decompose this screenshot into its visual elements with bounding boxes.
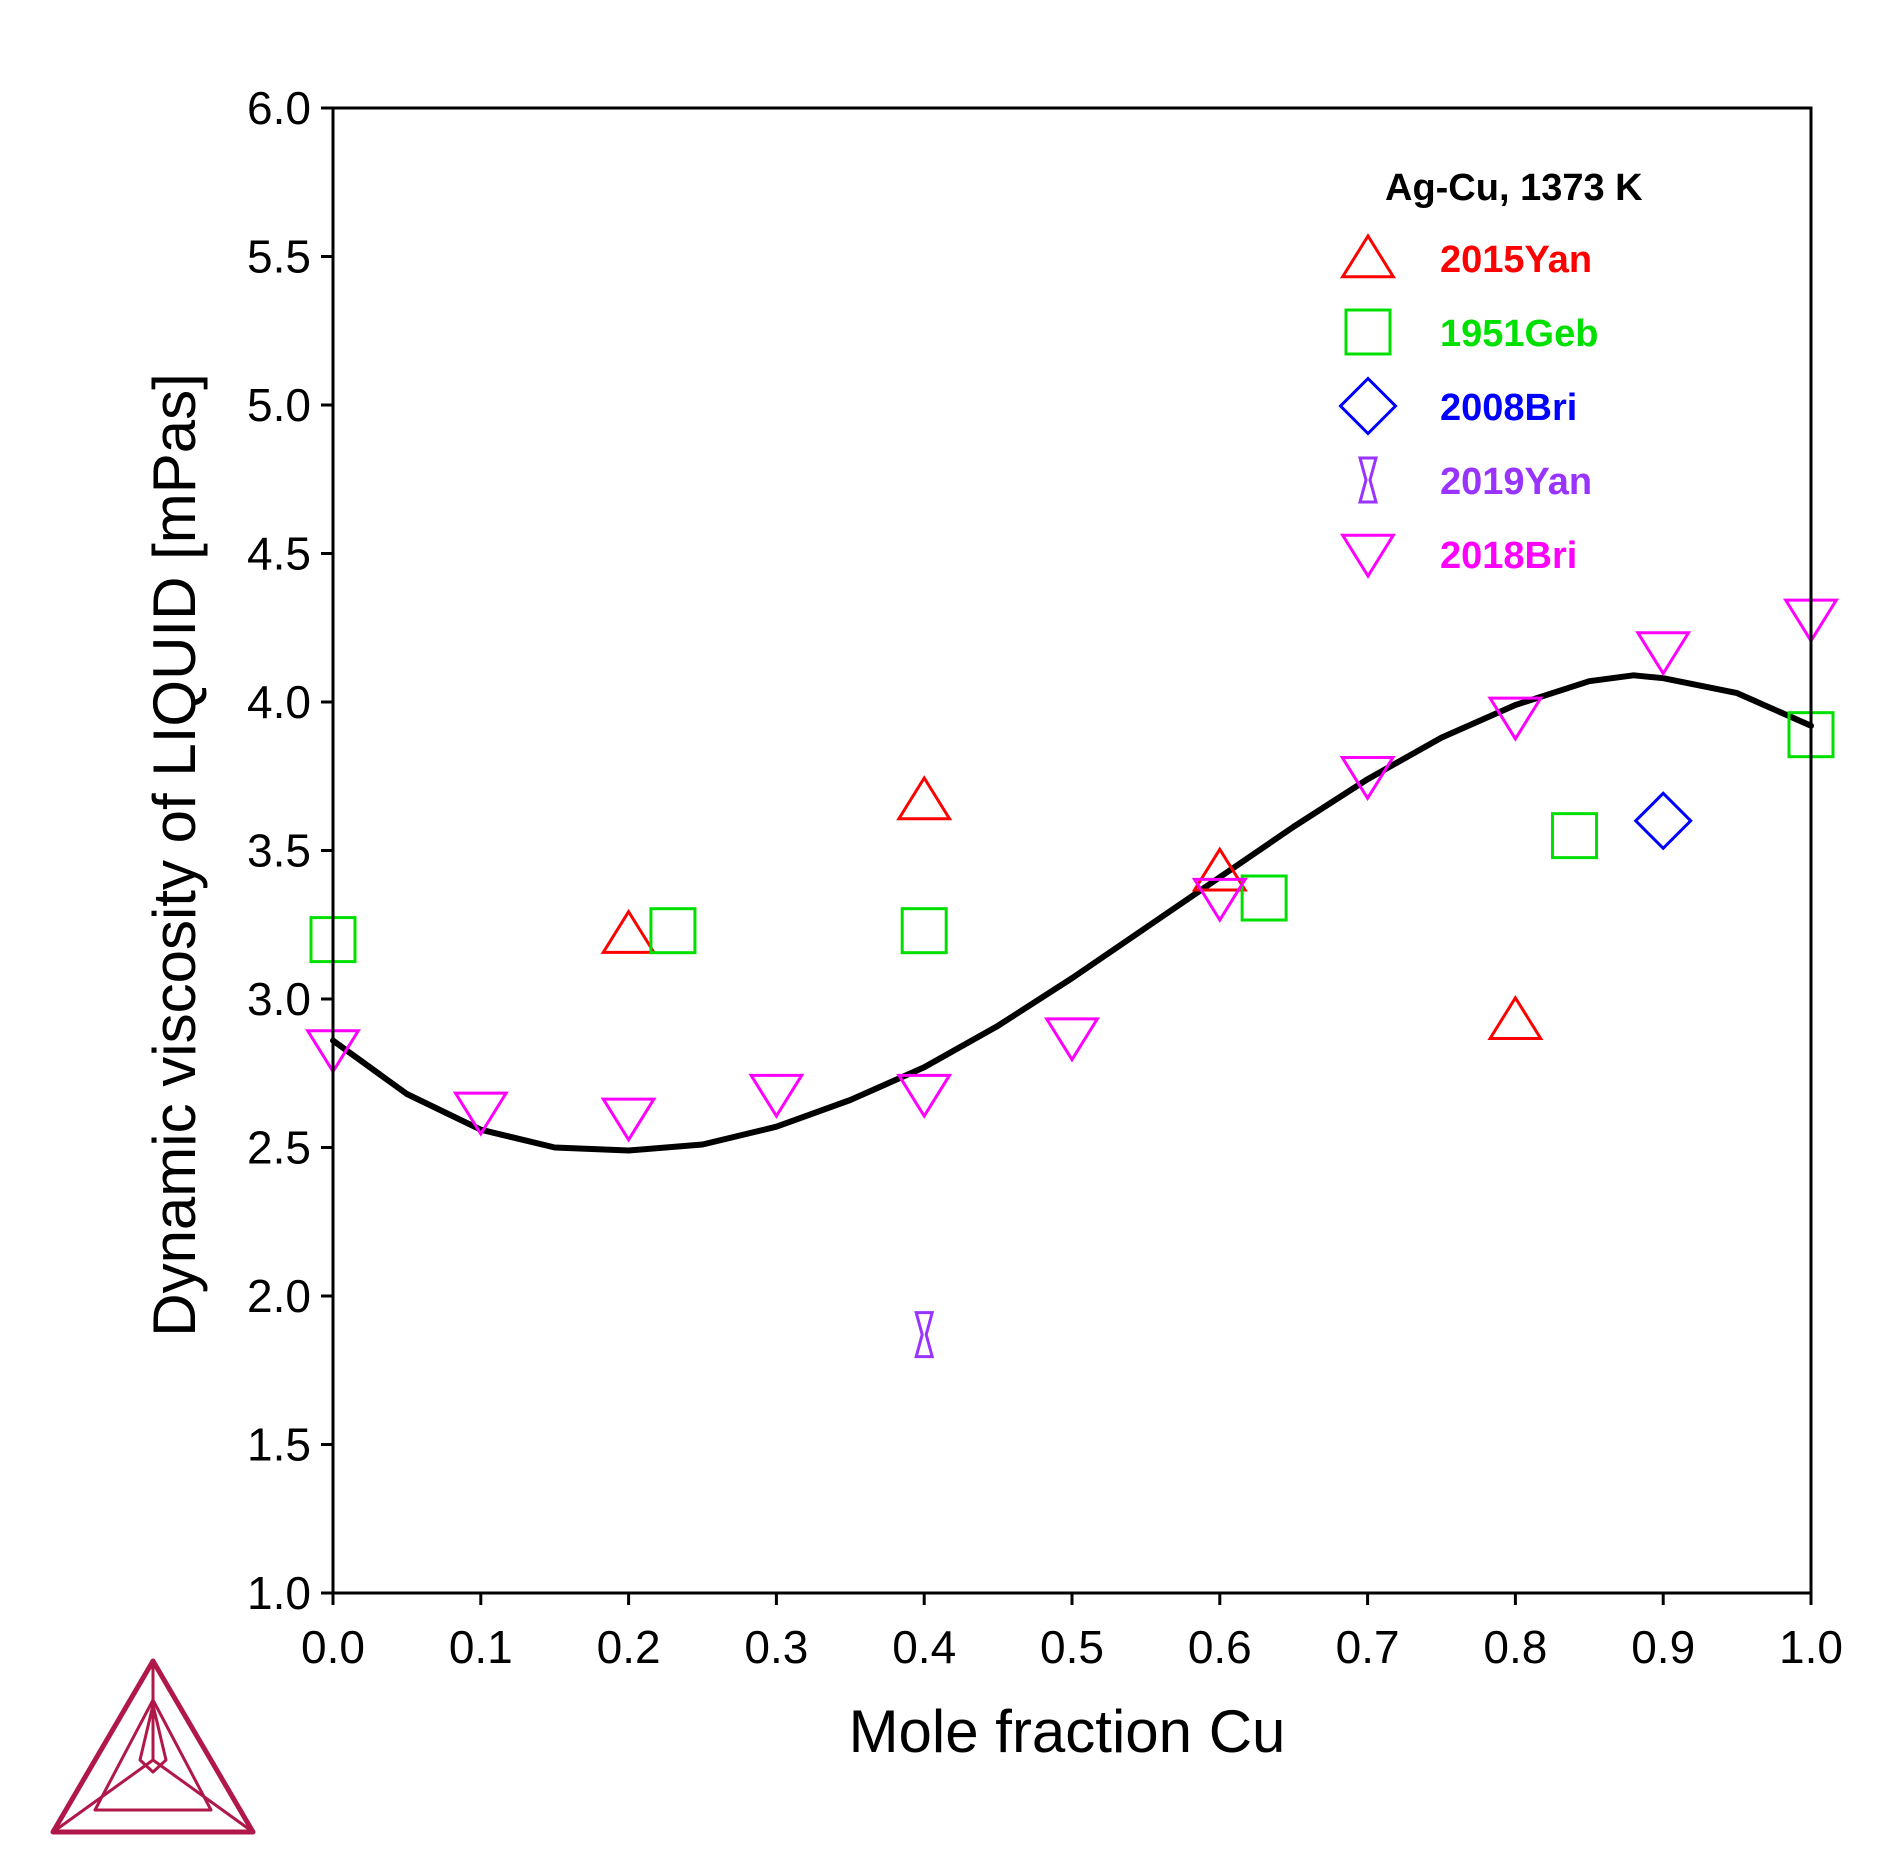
legend-label-2008bri: 2008Bri [1440,387,1577,429]
y-tick-label: 4.0 [247,676,311,728]
x-tick-label: 0.5 [1040,1621,1104,1673]
y-tick-label: 2.0 [247,1270,311,1322]
y-tick-label: 3.5 [247,825,311,877]
x-axis-label: Mole fraction Cu [849,1698,1286,1765]
x-tick-label: 0.9 [1631,1621,1695,1673]
y-tick-label: 5.5 [247,231,311,283]
x-tick-label: 0.7 [1336,1621,1400,1673]
y-tick-label: 3.0 [247,973,311,1025]
x-tick-label: 1.0 [1779,1621,1843,1673]
legend-label-2015yan: 2015Yan [1440,239,1592,281]
legend-label-1951geb: 1951Geb [1440,313,1598,355]
x-tick-label: 0.1 [449,1621,513,1673]
x-tick-label: 0.0 [301,1621,365,1673]
chart-svg: 0.0 0.1 0.2 0.3 0.4 0.5 0.6 0.7 0.8 0.9 1.0 1.0 1.5 2… [0,0,1896,1872]
x-tick-label: 0.2 [597,1621,661,1673]
x-tick-label: 0.8 [1483,1621,1547,1673]
x-tick-label: 0.6 [1188,1621,1252,1673]
y-tick-label: 1.5 [247,1419,311,1471]
legend-label-2018bri: 2018Bri [1440,535,1577,577]
legend-label-2019yan: 2019Yan [1440,461,1592,503]
y-axis-label: Dynamic viscosity of LIQUID [mPas] [141,373,208,1337]
y-tick-label: 2.5 [247,1122,311,1174]
y-tick-label: 4.5 [247,528,311,580]
legend-title: Ag-Cu, 1373 K [1385,167,1643,209]
x-tick-label: 0.4 [892,1621,956,1673]
y-tick-label: 6.0 [247,82,311,134]
y-tick-label: 1.0 [247,1567,311,1619]
y-tick-label: 5.0 [247,379,311,431]
x-tick-label: 0.3 [744,1621,808,1673]
